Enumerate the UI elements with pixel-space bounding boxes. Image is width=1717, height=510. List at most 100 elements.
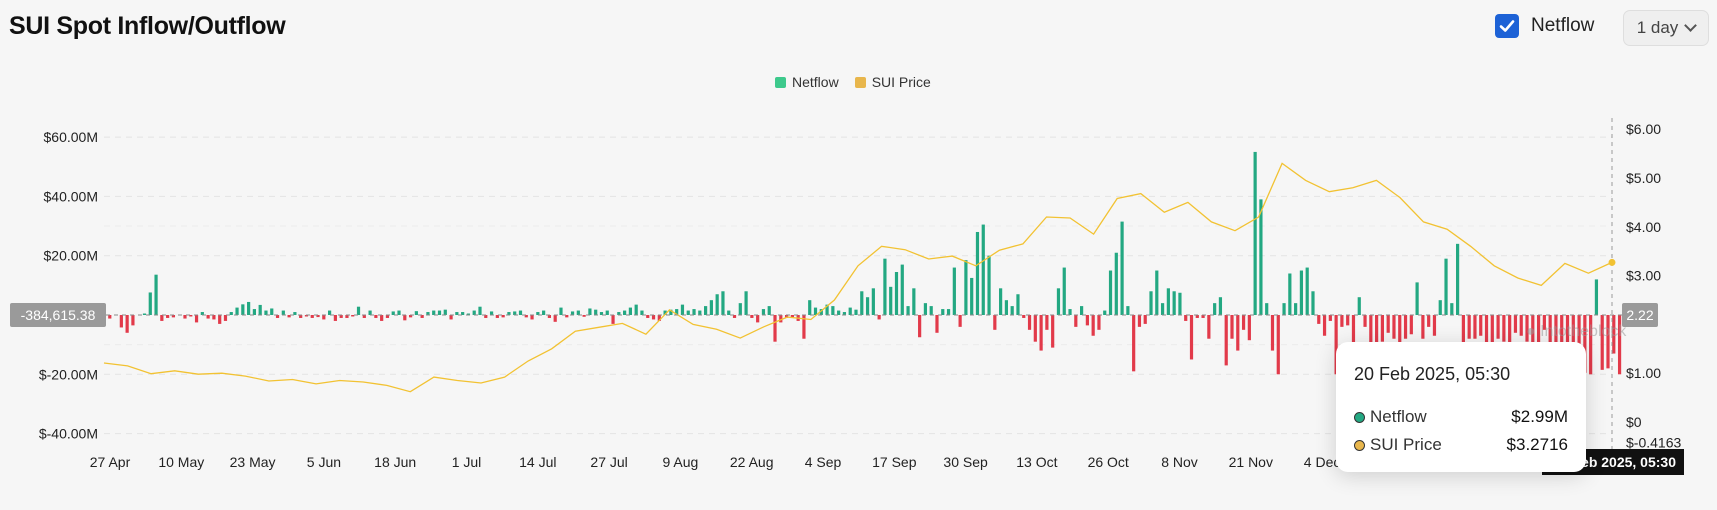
netflow-bar[interactable] bbox=[125, 315, 129, 333]
netflow-bar[interactable] bbox=[1080, 306, 1084, 315]
netflow-bar[interactable] bbox=[657, 315, 661, 321]
netflow-bar[interactable] bbox=[374, 315, 378, 318]
netflow-bar[interactable] bbox=[1363, 315, 1367, 327]
legend-item-netflow[interactable]: Netflow bbox=[775, 74, 839, 90]
netflow-bar[interactable] bbox=[1340, 315, 1344, 327]
netflow-bar[interactable] bbox=[154, 274, 158, 315]
netflow-bar[interactable] bbox=[461, 312, 465, 315]
netflow-bar[interactable] bbox=[559, 307, 563, 315]
netflow-bar[interactable] bbox=[403, 315, 407, 321]
netflow-bar[interactable] bbox=[686, 310, 690, 315]
netflow-bar[interactable] bbox=[1334, 315, 1338, 375]
netflow-bar[interactable] bbox=[1114, 252, 1118, 315]
netflow-bar[interactable] bbox=[1027, 315, 1032, 330]
netflow-bar[interactable] bbox=[513, 311, 517, 315]
netflow-bar[interactable] bbox=[1484, 315, 1489, 360]
netflow-bar[interactable] bbox=[472, 310, 476, 315]
netflow-bar[interactable] bbox=[1045, 315, 1049, 330]
netflow-bar[interactable] bbox=[119, 315, 123, 328]
netflow-bar[interactable] bbox=[1039, 315, 1043, 351]
netflow-bar[interactable] bbox=[322, 315, 326, 320]
netflow-bar[interactable] bbox=[1403, 315, 1408, 339]
netflow-bar[interactable] bbox=[1490, 315, 1494, 351]
netflow-bar[interactable] bbox=[877, 315, 881, 320]
netflow-bar[interactable] bbox=[813, 307, 818, 315]
netflow-bar[interactable] bbox=[391, 311, 395, 315]
netflow-bar[interactable] bbox=[1571, 315, 1575, 351]
netflow-bar[interactable] bbox=[935, 315, 939, 333]
netflow-bar[interactable] bbox=[721, 291, 725, 315]
netflow-bar[interactable] bbox=[1328, 315, 1332, 321]
netflow-bar[interactable] bbox=[1004, 300, 1008, 315]
netflow-bar[interactable] bbox=[1456, 243, 1460, 315]
netflow-bar[interactable] bbox=[241, 304, 245, 315]
netflow-bar[interactable] bbox=[1224, 315, 1228, 366]
netflow-bar[interactable] bbox=[1068, 309, 1072, 315]
netflow-bar[interactable] bbox=[1525, 315, 1529, 342]
netflow-bar[interactable] bbox=[1033, 315, 1037, 342]
netflow-bar[interactable] bbox=[142, 313, 147, 315]
netflow-bar[interactable] bbox=[1230, 315, 1234, 339]
netflow-bar[interactable] bbox=[1294, 303, 1298, 315]
netflow-bar[interactable] bbox=[1184, 315, 1188, 321]
netflow-bar[interactable] bbox=[779, 315, 783, 323]
netflow-bar[interactable] bbox=[946, 309, 951, 315]
netflow-bar[interactable] bbox=[247, 301, 251, 315]
netflow-bar[interactable] bbox=[1276, 315, 1280, 375]
netflow-bar[interactable] bbox=[842, 312, 847, 315]
netflow-bar[interactable] bbox=[328, 310, 332, 315]
netflow-bar[interactable] bbox=[333, 315, 337, 321]
netflow-bar[interactable] bbox=[183, 315, 187, 319]
netflow-bar[interactable] bbox=[1432, 315, 1437, 336]
netflow-bar[interactable] bbox=[414, 311, 418, 315]
netflow-bar[interactable] bbox=[1444, 258, 1448, 315]
netflow-bar[interactable] bbox=[258, 304, 262, 315]
netflow-bar[interactable] bbox=[837, 310, 841, 315]
netflow-bar[interactable] bbox=[518, 310, 523, 315]
netflow-bar[interactable] bbox=[1357, 297, 1361, 315]
netflow-bar[interactable] bbox=[709, 300, 713, 315]
netflow-bar[interactable] bbox=[651, 315, 656, 320]
netflow-bar[interactable] bbox=[478, 306, 482, 315]
netflow-bar[interactable] bbox=[1097, 315, 1101, 330]
netflow-bar[interactable] bbox=[495, 315, 499, 318]
netflow-bar[interactable] bbox=[1265, 303, 1269, 315]
netflow-bar[interactable] bbox=[507, 312, 511, 315]
netflow-bar[interactable] bbox=[611, 315, 615, 324]
netflow-bar[interactable] bbox=[1288, 273, 1292, 315]
netflow-bar[interactable] bbox=[1536, 315, 1541, 345]
netflow-bar[interactable] bbox=[675, 309, 679, 315]
netflow-bar[interactable] bbox=[594, 309, 598, 315]
netflow-bar[interactable] bbox=[1172, 291, 1176, 315]
netflow-bar[interactable] bbox=[1617, 315, 1622, 375]
netflow-bar[interactable] bbox=[1600, 315, 1604, 370]
netflow-bar[interactable] bbox=[455, 312, 459, 315]
netflow-bar[interactable] bbox=[362, 315, 366, 318]
netflow-bar[interactable] bbox=[1143, 315, 1147, 324]
netflow-bar[interactable] bbox=[987, 255, 991, 315]
netflow-bar[interactable] bbox=[680, 304, 685, 315]
netflow-bar[interactable] bbox=[1369, 315, 1373, 351]
netflow-bar[interactable] bbox=[1010, 306, 1014, 315]
netflow-bar[interactable] bbox=[952, 267, 956, 315]
netflow-bar[interactable] bbox=[738, 303, 742, 315]
netflow-bar[interactable] bbox=[1166, 288, 1170, 315]
netflow-bar[interactable] bbox=[663, 310, 667, 315]
netflow-bar[interactable] bbox=[530, 315, 534, 320]
netflow-bar[interactable] bbox=[1241, 315, 1246, 330]
netflow-bar[interactable] bbox=[200, 312, 204, 315]
netflow-bar[interactable] bbox=[275, 315, 280, 318]
netflow-bar[interactable] bbox=[420, 315, 424, 318]
netflow-bar[interactable] bbox=[223, 315, 228, 321]
netflow-bar[interactable] bbox=[732, 315, 737, 318]
netflow-bar[interactable] bbox=[408, 315, 413, 318]
netflow-bar[interactable] bbox=[1496, 315, 1500, 339]
netflow-bar[interactable] bbox=[1322, 315, 1327, 336]
netflow-bar[interactable] bbox=[432, 310, 436, 315]
legend-item-sui-price[interactable]: SUI Price bbox=[854, 74, 931, 90]
netflow-bar[interactable] bbox=[1438, 300, 1442, 315]
netflow-bar[interactable] bbox=[802, 315, 806, 339]
netflow-bar[interactable] bbox=[189, 315, 193, 317]
netflow-bar[interactable] bbox=[1542, 315, 1546, 330]
netflow-bar[interactable] bbox=[1612, 315, 1616, 354]
